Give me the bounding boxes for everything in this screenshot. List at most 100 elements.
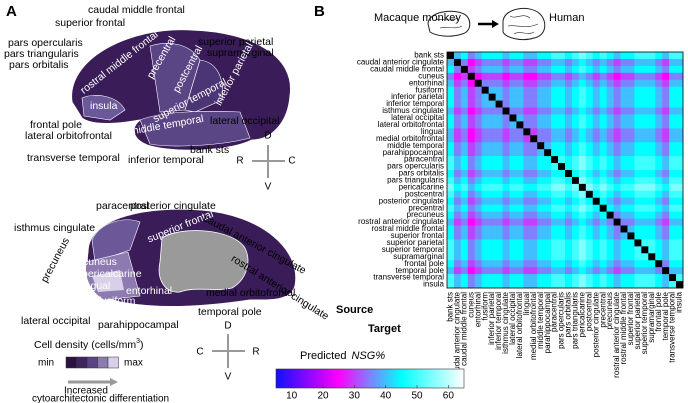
heatmap-cell: [474, 197, 483, 206]
heatmap-cell: [467, 253, 476, 261]
heatmap-cell: [516, 274, 524, 282]
heatmap-cell: [467, 163, 476, 171]
heatmap-cell: [606, 260, 614, 268]
column-label: paracentral: [550, 292, 559, 332]
heatmap-cell: [523, 260, 531, 268]
heatmap-cell: [627, 121, 635, 129]
heatmap-cell: [634, 260, 642, 268]
heatmap-cell: [488, 58, 496, 67]
orientation-label: D: [224, 321, 231, 332]
heatmap-cell: [662, 65, 670, 74]
heatmap-cell: [558, 72, 566, 81]
heatmap-cell: [495, 163, 503, 171]
heatmap-cell: [565, 225, 573, 233]
heatmap-cell: [509, 52, 517, 60]
region-label: precuneus: [39, 236, 73, 285]
heatmap-cell: [606, 156, 614, 164]
heatmap-cell: [676, 197, 684, 206]
heatmap-cell: [565, 93, 573, 101]
region-label: entorhinal: [126, 285, 172, 297]
row-label: pars orbitalis: [399, 169, 444, 178]
heatmap-cell: [648, 274, 656, 282]
heatmap-cell: [669, 100, 677, 108]
heatmap-cell: [599, 107, 607, 115]
heatmap-cell: [453, 93, 462, 101]
heatmap-cell: [453, 86, 462, 94]
heatmap-cell: [662, 52, 670, 60]
heatmap-cell: [641, 72, 649, 81]
heatmap-cell: [648, 260, 656, 268]
heatmap-cell: [523, 225, 531, 233]
heatmap-cell: [509, 65, 517, 74]
heatmap-cell: [474, 176, 483, 185]
heatmap-cell: [509, 267, 517, 275]
heatmap-cell: [655, 190, 663, 199]
heatmap-cell: [578, 149, 587, 157]
heatmap-cell: [571, 86, 580, 94]
row-label: lateral occipital: [391, 113, 444, 122]
region-label: inferior temporal: [128, 154, 204, 166]
heatmap-cell: [634, 135, 642, 143]
heatmap-cell: [662, 239, 670, 247]
heatmap-cell: [585, 149, 594, 157]
heatmap-cell: [551, 183, 559, 192]
heatmap-cell: [544, 176, 552, 185]
heatmap-cell: [662, 170, 670, 178]
heatmap-cell: [585, 121, 594, 129]
heatmap-cell: [544, 114, 552, 122]
heatmap-cell: [565, 176, 573, 185]
row-label: cuneus: [418, 71, 444, 80]
heatmap-cell: [467, 176, 476, 185]
heatmap-cell: [530, 58, 538, 67]
heatmap-cell: [509, 163, 517, 171]
heatmap-cell: [620, 93, 628, 101]
heatmap-cell: [613, 176, 621, 185]
heatmap-cell: [578, 183, 587, 192]
heatmap-cell: [599, 170, 607, 178]
heatmap-cell: [655, 260, 663, 268]
heatmap-cell: [676, 267, 684, 275]
y-axis-title: Source: [336, 304, 373, 316]
heatmap-cell: [578, 232, 587, 240]
heatmap-cell: [530, 107, 538, 115]
heatmap-cell: [620, 72, 628, 81]
heatmap-cell: [592, 274, 601, 282]
heatmap-cell: [474, 246, 483, 254]
heatmap-cell: [571, 232, 580, 240]
heatmap-cell: [516, 58, 524, 67]
row-label: insula: [423, 280, 444, 289]
heatmap-cell: [502, 225, 510, 233]
heatmap-cell: [606, 253, 614, 261]
heatmap-cell: [523, 246, 531, 254]
heatmap-cell: [634, 176, 642, 185]
column-label: rostral middle frontal: [619, 292, 628, 365]
heatmap-cell: [613, 65, 621, 74]
heatmap-cell: [453, 246, 462, 254]
heatmap-cell: [634, 163, 642, 171]
heatmap-cell: [460, 135, 469, 143]
heatmap-cell: [488, 246, 496, 254]
heatmap-cell: [634, 190, 642, 199]
heatmap-cell: [599, 232, 607, 240]
heatmap-cell: [502, 163, 510, 171]
heatmap-cell: [488, 107, 496, 115]
heatmap-cell: [558, 183, 566, 192]
heatmap-cell: [523, 163, 531, 171]
heatmap-cell: [474, 121, 483, 129]
heatmap-cell: [488, 52, 496, 60]
heatmap-cell: [544, 197, 552, 206]
heatmap-cell: [592, 100, 601, 108]
heatmap-cell: [585, 100, 594, 108]
region-label: transverse temporal: [27, 152, 120, 164]
heatmap-cell: [530, 281, 538, 289]
arrow-head: [110, 378, 118, 386]
column-label: caudal middle frontal: [459, 292, 468, 366]
heatmap-cell: [592, 246, 601, 254]
legend-title-end: ): [140, 339, 144, 351]
heatmap-cell: [551, 149, 559, 157]
heatmap-cell: [662, 142, 670, 150]
heatmap-cell: [488, 149, 496, 157]
heatmap-cell: [585, 190, 594, 199]
heatmap-cell: [502, 52, 510, 60]
heatmap-cell: [655, 170, 663, 178]
